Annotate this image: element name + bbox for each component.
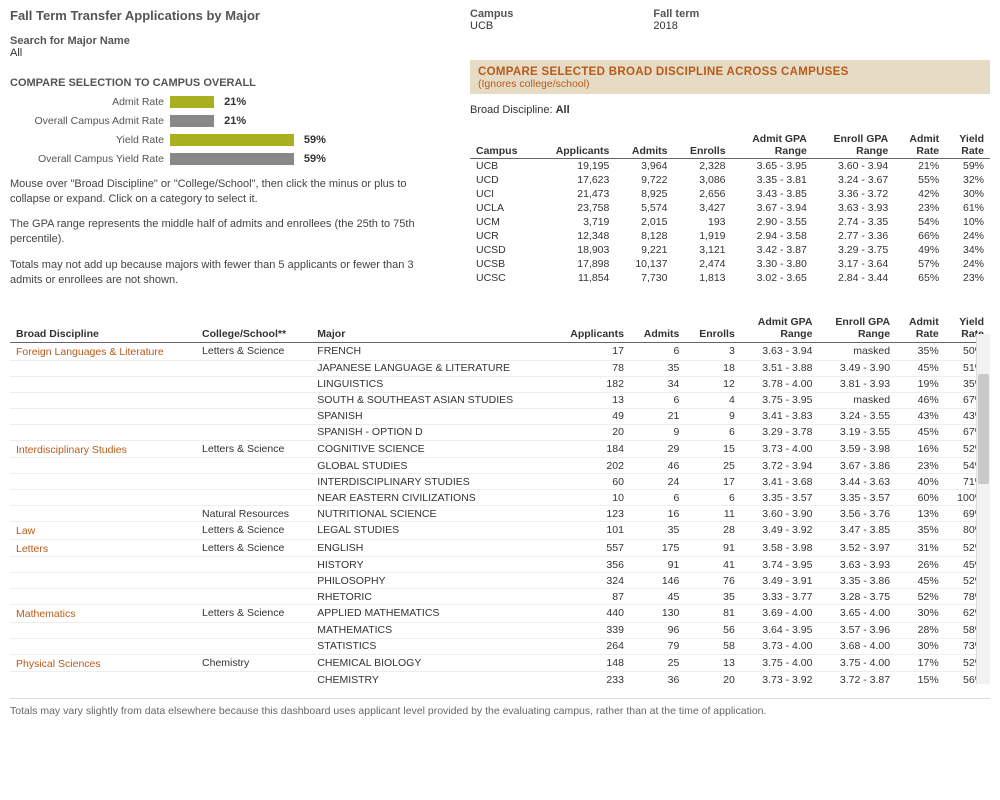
scrollbar-thumb[interactable]	[978, 374, 989, 484]
search-label: Search for Major Name	[10, 35, 430, 47]
majors-col-header[interactable]: Applicants	[553, 314, 630, 343]
campus-row[interactable]: UCSB17,89810,1372,4743.30 - 3.803.17 - 3…	[470, 257, 990, 271]
bar-pct: 21%	[218, 115, 246, 127]
bar-fill	[170, 153, 294, 165]
majors-table: Broad DisciplineCollege/School**MajorApp…	[10, 314, 990, 684]
majors-row[interactable]: Physical SciencesChemistryCHEMICAL BIOLO…	[10, 654, 990, 672]
help-text-1: Mouse over "Broad Discipline" or "Colleg…	[10, 177, 430, 207]
campus-row[interactable]: UCD17,6239,7223,0863.35 - 3.813.24 - 3.6…	[470, 173, 990, 187]
banner-sub: (Ignores college/school)	[478, 78, 982, 90]
bar-row: Admit Rate 21%	[10, 93, 430, 110]
scrollbar[interactable]	[976, 334, 990, 684]
majors-col-header[interactable]: Enroll GPARange	[818, 314, 896, 343]
majors-row[interactable]: NEAR EASTERN CIVILIZATIONS10663.35 - 3.5…	[10, 490, 990, 506]
campus-col-header[interactable]: AdmitRate	[894, 132, 945, 159]
campus-value[interactable]: UCB	[470, 20, 513, 32]
majors-col-header[interactable]: AdmitRate	[896, 314, 945, 343]
bar-label: Admit Rate	[10, 96, 170, 108]
bar-pct: 59%	[298, 153, 326, 165]
majors-col-header[interactable]: Broad Discipline	[10, 314, 196, 343]
campus-row[interactable]: UCM3,7192,0151932.90 - 3.552.74 - 3.3554…	[470, 215, 990, 229]
help-text-2: The GPA range represents the middle half…	[10, 217, 430, 247]
campus-col-header[interactable]: Applicants	[535, 132, 615, 159]
footer-note: Totals may vary slightly from data elsew…	[10, 698, 990, 717]
bar-row: Overall Campus Admit Rate 21%	[10, 112, 430, 129]
bar-label: Overall Campus Yield Rate	[10, 153, 170, 165]
bd-label: Broad Discipline:	[470, 104, 553, 116]
page-title: Fall Term Transfer Applications by Major	[10, 8, 430, 23]
broad-discipline-line: Broad Discipline: All	[470, 104, 990, 116]
majors-row[interactable]: MATHEMATICS33996563.64 - 3.953.57 - 3.96…	[10, 622, 990, 638]
majors-col-header[interactable]: Enrolls	[685, 314, 740, 343]
campus-row[interactable]: UCLA23,7585,5743,4273.67 - 3.943.63 - 3.…	[470, 201, 990, 215]
campus-row[interactable]: UCB19,1953,9642,3283.65 - 3.953.60 - 3.9…	[470, 159, 990, 174]
bar-fill	[170, 96, 214, 108]
bar-pct: 21%	[218, 96, 246, 108]
banner-title: COMPARE SELECTED BROAD DISCIPLINE ACROSS…	[478, 66, 982, 78]
search-value[interactable]: All	[10, 47, 430, 59]
compare-self-heading: COMPARE SELECTION TO CAMPUS OVERALL	[10, 77, 430, 89]
bar-row: Overall Campus Yield Rate 59%	[10, 150, 430, 167]
bar-fill	[170, 134, 294, 146]
majors-col-header[interactable]: Major	[311, 314, 553, 343]
term-value[interactable]: 2018	[653, 20, 699, 32]
majors-col-header[interactable]: College/School**	[196, 314, 311, 343]
campus-row[interactable]: UCSC11,8547,7301,8133.02 - 3.652.84 - 3.…	[470, 271, 990, 285]
bar-label: Overall Campus Admit Rate	[10, 115, 170, 127]
campus-col-header[interactable]: Admits	[615, 132, 673, 159]
compare-banner: COMPARE SELECTED BROAD DISCIPLINE ACROSS…	[470, 60, 990, 94]
bar-track	[170, 115, 380, 127]
bd-value[interactable]: All	[556, 104, 570, 116]
campus-col-header[interactable]: YieldRate	[945, 132, 990, 159]
majors-row[interactable]: GLOBAL STUDIES20246253.72 - 3.943.67 - 3…	[10, 458, 990, 474]
campus-table: CampusApplicantsAdmitsEnrollsAdmit GPARa…	[470, 132, 990, 285]
bar-label: Yield Rate	[10, 134, 170, 146]
campus-col-header[interactable]: Campus	[470, 132, 535, 159]
bar-fill	[170, 115, 214, 127]
campus-col-header[interactable]: Enrolls	[673, 132, 731, 159]
majors-row[interactable]: LettersLetters & ScienceENGLISH557175913…	[10, 539, 990, 557]
majors-row[interactable]: STATISTICS26479583.73 - 4.003.68 - 4.003…	[10, 638, 990, 654]
majors-row[interactable]: SPANISH - OPTION D20963.29 - 3.783.19 - …	[10, 424, 990, 440]
majors-row[interactable]: JAPANESE LANGUAGE & LITERATURE7835183.51…	[10, 360, 990, 376]
majors-row[interactable]: LINGUISTICS18234123.78 - 4.003.81 - 3.93…	[10, 376, 990, 392]
majors-row[interactable]: SPANISH492193.41 - 3.833.24 - 3.5543%43%	[10, 408, 990, 424]
majors-row[interactable]: LawLetters & ScienceLEGAL STUDIES1013528…	[10, 522, 990, 540]
term-label: Fall term	[653, 8, 699, 20]
majors-row[interactable]: Interdisciplinary StudiesLetters & Scien…	[10, 440, 990, 458]
help-text-3: Totals may not add up because majors wit…	[10, 258, 430, 288]
campus-row[interactable]: UCI21,4738,9252,6563.43 - 3.853.36 - 3.7…	[470, 187, 990, 201]
majors-row[interactable]: RHETORIC8745353.33 - 3.773.28 - 3.7552%7…	[10, 589, 990, 605]
bar-track	[170, 153, 380, 165]
bar-pct: 59%	[298, 134, 326, 146]
campus-label: Campus	[470, 8, 513, 20]
bar-row: Yield Rate 59%	[10, 131, 430, 148]
campus-col-header[interactable]: Enroll GPARange	[813, 132, 894, 159]
majors-row[interactable]: CHEMISTRY23336203.73 - 3.923.72 - 3.8715…	[10, 672, 990, 685]
majors-row[interactable]: PHILOSOPHY324146763.49 - 3.913.35 - 3.86…	[10, 573, 990, 589]
bar-track	[170, 96, 380, 108]
majors-row[interactable]: Natural ResourcesNUTRITIONAL SCIENCE1231…	[10, 506, 990, 522]
bar-track	[170, 134, 380, 146]
majors-row[interactable]: HISTORY35691413.74 - 3.953.63 - 3.9326%4…	[10, 557, 990, 573]
majors-row[interactable]: MathematicsLetters & ScienceAPPLIED MATH…	[10, 605, 990, 623]
majors-row[interactable]: SOUTH & SOUTHEAST ASIAN STUDIES13643.75 …	[10, 392, 990, 408]
majors-row[interactable]: INTERDISCIPLINARY STUDIES6024173.41 - 3.…	[10, 474, 990, 490]
campus-row[interactable]: UCR12,3488,1281,9192.94 - 3.582.77 - 3.3…	[470, 229, 990, 243]
majors-col-header[interactable]: Admits	[630, 314, 685, 343]
campus-row[interactable]: UCSD18,9039,2213,1213.42 - 3.873.29 - 3.…	[470, 243, 990, 257]
campus-col-header[interactable]: Admit GPARange	[732, 132, 813, 159]
majors-col-header[interactable]: Admit GPARange	[741, 314, 819, 343]
majors-row[interactable]: Foreign Languages & LiteratureLetters & …	[10, 343, 990, 361]
